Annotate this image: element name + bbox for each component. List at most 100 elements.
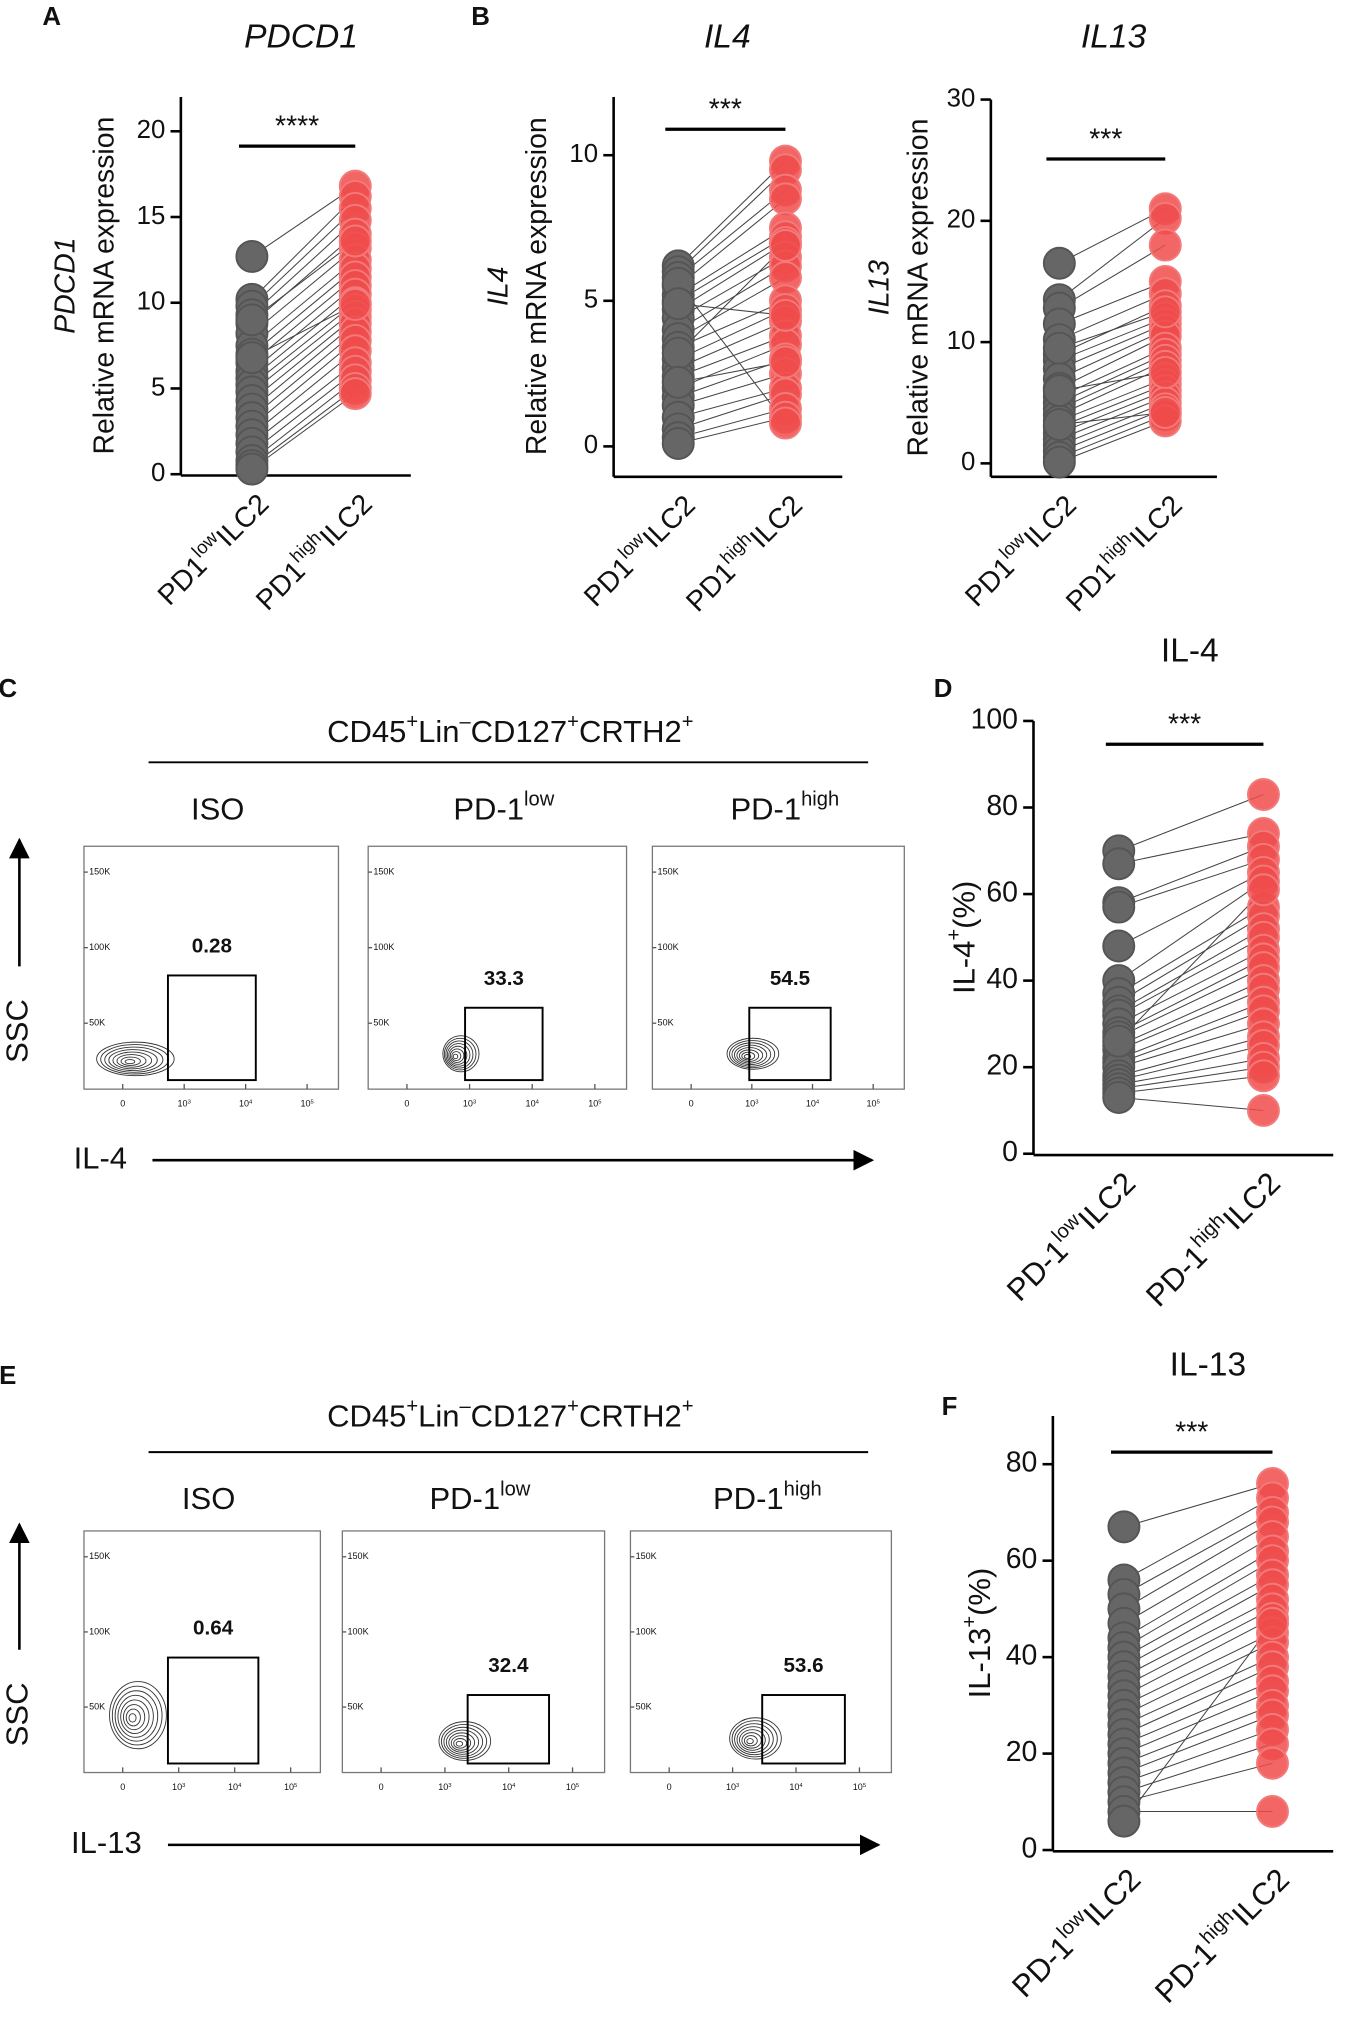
flow-x-tick-label-part: 10: [745, 1099, 755, 1109]
contour: [114, 1690, 159, 1742]
sample-title: PD-1high: [713, 1479, 822, 1517]
pair-line: [1059, 335, 1166, 389]
contour: [96, 1041, 175, 1077]
y-tick-label: 10: [569, 140, 598, 168]
pair-line: [251, 379, 356, 461]
pair-line: [1059, 317, 1166, 361]
flow-x-tick-label: 105: [867, 1099, 881, 1109]
significance-label: ***: [1168, 709, 1201, 741]
flow-x-tick-label: 103: [726, 1782, 739, 1792]
flow-x-tick-label: 103: [438, 1782, 451, 1792]
pair-line: [1123, 1584, 1273, 1668]
gating-header-part: CD127: [471, 1399, 568, 1434]
dot: [1042, 331, 1076, 365]
pair-line: [251, 247, 356, 335]
pair-line: [1059, 359, 1166, 410]
y-axis-label: SSC: [0, 999, 35, 1063]
pair-line: [1123, 1483, 1273, 1528]
gating-header-part: CD45: [327, 1399, 406, 1434]
gate-value: 54.5: [770, 967, 810, 990]
dot: [235, 452, 269, 486]
contour: [731, 1720, 778, 1758]
pair-line: [678, 387, 786, 418]
contour: [739, 1729, 766, 1751]
pair-line: [1123, 1560, 1273, 1648]
dot: [1042, 374, 1076, 408]
pair-line: [1123, 1714, 1273, 1774]
panel-label: B: [471, 3, 490, 31]
flow-x-tick-label: 0: [689, 1099, 694, 1109]
pair-line: [1059, 347, 1166, 398]
y-tick-label: 0: [1022, 1833, 1038, 1865]
pair-line: [1118, 1023, 1264, 1068]
pair-line: [1059, 408, 1166, 452]
flow-x-tick-label: 0: [120, 1099, 125, 1109]
gate: [166, 974, 257, 1082]
flow-y-tick-label: 100K: [373, 942, 394, 952]
sample-title-sup: high: [801, 789, 839, 811]
dot: [1246, 1059, 1280, 1093]
pair-line: [1118, 936, 1264, 1016]
y-axis-label: IL13: [864, 260, 896, 315]
flow-x-tick-label-part: 10: [300, 1099, 310, 1109]
flow-x-tick-label: 0: [120, 1782, 125, 1792]
pair-line: [677, 236, 786, 302]
pair-line: [251, 350, 356, 436]
x-tick-label: PD-1lowILC2: [998, 1164, 1142, 1308]
pair-line: [1123, 1598, 1273, 1677]
pair-line: [1118, 794, 1264, 852]
contour: [438, 1721, 492, 1761]
pair-line: [1059, 293, 1166, 341]
pair-line: [1059, 323, 1166, 370]
y-tick-label: 20: [986, 1050, 1018, 1082]
flow-x-tick-label-sup: 3: [188, 1099, 191, 1105]
sample-title-sup: low: [500, 1479, 531, 1501]
dot: [1107, 1510, 1141, 1544]
gate-value: 0.64: [193, 1617, 234, 1640]
pair-line: [1118, 845, 1264, 904]
pair-line: [1118, 1010, 1264, 1064]
contour: [743, 1735, 758, 1747]
pair-line: [251, 302, 356, 386]
gate: [761, 1694, 846, 1765]
chart-title: IL13: [1081, 19, 1147, 56]
flow-x-tick-label-part: 0: [689, 1099, 694, 1109]
flow-x-tick-label-part: 0: [379, 1782, 384, 1792]
contour: [120, 1699, 150, 1734]
flow-y-tick-label: 150K: [658, 866, 679, 876]
pair-line: [677, 283, 786, 424]
contour: [451, 1051, 462, 1062]
flow-x-tick-label-sup: 4: [512, 1782, 516, 1788]
flow-x-tick-label-sup: 4: [249, 1099, 253, 1105]
pair-line: [1118, 1066, 1264, 1090]
pair-line: [251, 362, 356, 444]
dot: [1246, 778, 1280, 811]
gate-value: 33.3: [484, 967, 524, 990]
pair-line: [1059, 311, 1166, 349]
gate-value: 32.4: [488, 1654, 529, 1677]
sample-title-sup: low: [524, 789, 555, 811]
dot: [1256, 1746, 1289, 1780]
y-tick-label: 0: [961, 448, 975, 476]
pair-line: [1118, 1096, 1264, 1111]
pair-line: [1123, 1511, 1273, 1595]
x-axis-label: IL-4: [74, 1140, 127, 1175]
pair-line: [1059, 411, 1166, 426]
dot: [1042, 445, 1076, 479]
flow-x-tick-label-sup: 5: [311, 1099, 315, 1105]
y-tick-label: 80: [986, 790, 1018, 822]
pair-line: [1118, 889, 1264, 1042]
flow-y-tick-label: 150K: [373, 866, 394, 876]
significance-label: ***: [1175, 1417, 1208, 1449]
flow-x-tick-label: 105: [588, 1099, 602, 1109]
pair-line: [251, 208, 356, 307]
pair-line: [1123, 1656, 1273, 1726]
y-axis-label: IL-4+(%): [944, 881, 982, 994]
contour: [736, 1726, 770, 1753]
contour: [125, 1708, 141, 1727]
y-tick-label: 10: [947, 327, 976, 355]
dot: [1148, 395, 1182, 429]
flow-x-tick-label-sup: 3: [182, 1782, 185, 1788]
plot-frame: [83, 1530, 322, 1774]
